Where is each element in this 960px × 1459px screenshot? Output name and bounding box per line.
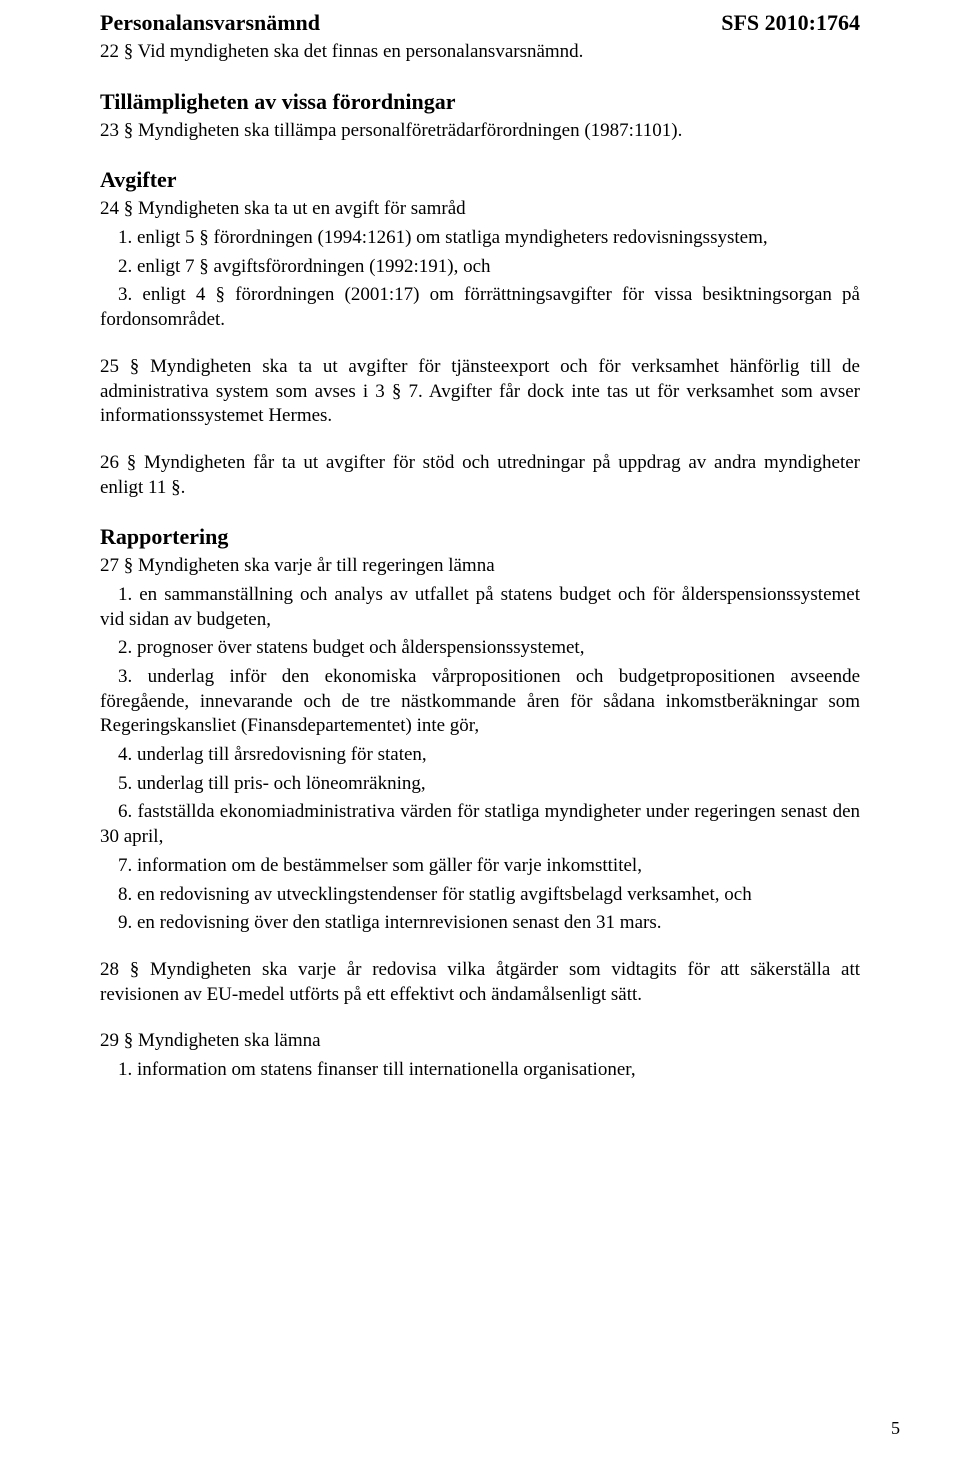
paragraph-29-lead: 29 § Myndigheten ska lämna <box>100 1029 860 1054</box>
section-title-avgifter: Avgifter <box>100 167 860 193</box>
paragraph-24-item-1: 1. enligt 5 § förordningen (1994:1261) o… <box>100 226 860 251</box>
header-row: Personalansvarsnämnd SFS 2010:1764 <box>100 10 860 36</box>
paragraph-27-item-3: 3. underlag inför den ekonomiska vårprop… <box>100 665 860 739</box>
paragraph-27-item-5: 5. underlag till pris- och löneomräkning… <box>100 772 860 797</box>
paragraph-27-item-7: 7. information om de bestämmelser som gä… <box>100 854 860 879</box>
paragraph-26: 26 § Myndigheten får ta ut avgifter för … <box>100 451 860 500</box>
paragraph-22: 22 § Vid myndigheten ska det finnas en p… <box>100 40 860 65</box>
paragraph-27-item-1: 1. en sammanställning och analys av utfa… <box>100 583 860 632</box>
paragraph-27-item-2: 2. prognoser över statens budget och åld… <box>100 636 860 661</box>
sfs-reference: SFS 2010:1764 <box>721 10 860 36</box>
document-page: Personalansvarsnämnd SFS 2010:1764 22 § … <box>0 0 960 1459</box>
paragraph-24-lead: 24 § Myndigheten ska ta ut en avgift för… <box>100 197 860 222</box>
paragraph-27-item-9: 9. en redovisning över den statliga inte… <box>100 911 860 936</box>
paragraph-23: 23 § Myndigheten ska tillämpa personalfö… <box>100 119 860 144</box>
paragraph-27-lead: 27 § Myndigheten ska varje år till reger… <box>100 554 860 579</box>
paragraph-28: 28 § Myndigheten ska varje år redovisa v… <box>100 958 860 1007</box>
paragraph-27-item-6: 6. fastställda ekonomiadministrativa vär… <box>100 800 860 849</box>
paragraph-29-item-1: 1. information om statens finanser till … <box>100 1058 860 1083</box>
paragraph-27-item-8: 8. en redovisning av utvecklingstendense… <box>100 883 860 908</box>
paragraph-24-item-3: 3. enligt 4 § förordningen (2001:17) om … <box>100 283 860 332</box>
section-title-tillamplighet: Tillämpligheten av vissa förordningar <box>100 89 860 115</box>
paragraph-24-item-2: 2. enligt 7 § avgiftsförordningen (1992:… <box>100 255 860 280</box>
section-title-rapportering: Rapportering <box>100 524 860 550</box>
page-number: 5 <box>891 1418 900 1439</box>
paragraph-27-item-4: 4. underlag till årsredovisning för stat… <box>100 743 860 768</box>
paragraph-25: 25 § Myndigheten ska ta ut avgifter för … <box>100 355 860 429</box>
section-title-personalansvarsnamnd: Personalansvarsnämnd <box>100 10 320 36</box>
